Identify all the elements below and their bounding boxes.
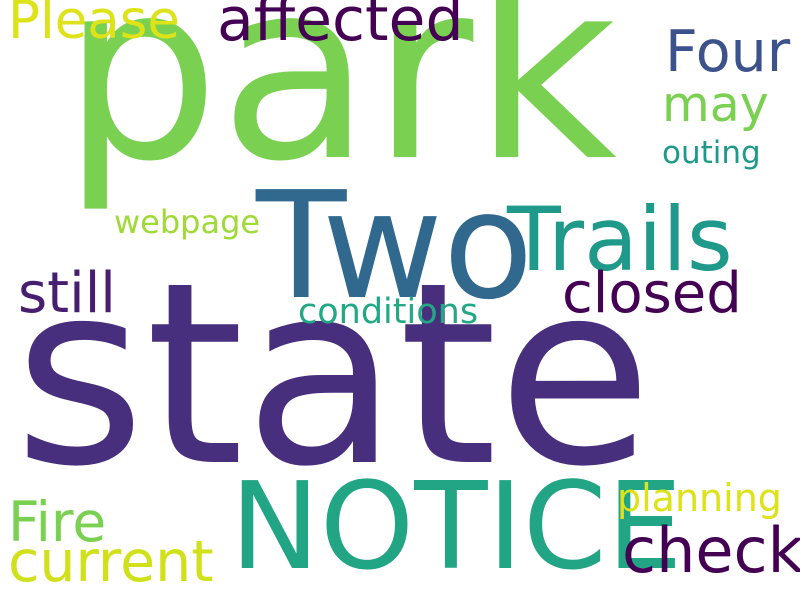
word-conditions: conditions — [298, 292, 479, 332]
word-closed: closed — [562, 261, 742, 326]
word-trails: Trails — [507, 188, 733, 291]
word-outing: outing — [662, 135, 761, 171]
word-affected: affected — [217, 0, 464, 55]
word-state: state — [14, 229, 653, 522]
word-may: may — [662, 76, 769, 133]
word-park: park — [62, 0, 617, 216]
word-two: Two — [256, 160, 534, 332]
word-planning: planning — [617, 476, 782, 520]
word-check: check — [622, 514, 800, 587]
word-webpage: webpage — [114, 203, 261, 241]
word-four: Four — [665, 19, 791, 85]
word-notice: NOTICE — [230, 458, 683, 597]
word-please: Please — [8, 0, 180, 51]
word-current: current — [8, 529, 214, 595]
word-still: still — [18, 261, 116, 326]
word-fire: Fire — [8, 490, 107, 554]
